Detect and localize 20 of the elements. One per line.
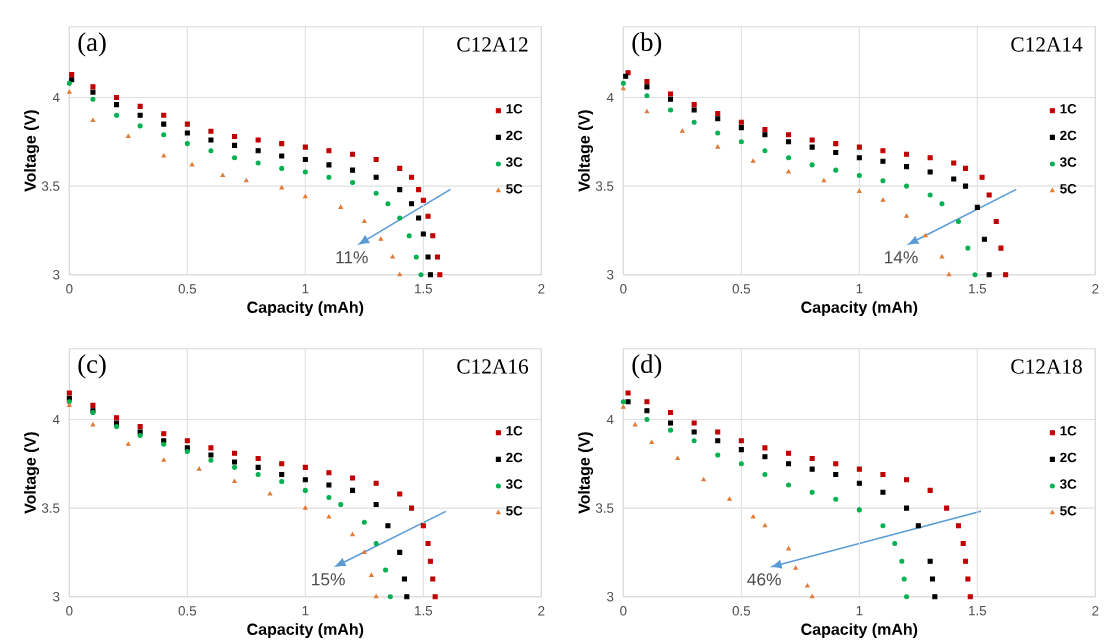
y-axis-title: Voltage (V): [578, 432, 594, 514]
y-axis-title: Voltage (V): [24, 110, 40, 192]
annotation: (c): [78, 354, 106, 379]
annotation: C12A12: [457, 37, 528, 52]
annotation: 11%: [336, 251, 368, 264]
annotation: C12A14: [1011, 37, 1083, 52]
x-axis-title: Capacity (mAh): [801, 623, 918, 639]
y-axis-title: Voltage (V): [24, 432, 40, 514]
x-axis-title: Capacity (mAh): [247, 623, 364, 639]
annotation: (a): [78, 32, 106, 57]
annotation: (d): [632, 354, 662, 379]
annotation: 15%: [312, 573, 345, 586]
annotation: (b): [632, 32, 662, 57]
y-axis-title: Voltage (V): [578, 110, 594, 192]
annotation: 14%: [885, 251, 918, 264]
x-axis-title: Capacity (mAh): [247, 301, 364, 317]
annotation: C12A16: [457, 359, 529, 374]
annotation: C12A18: [1011, 359, 1082, 374]
x-axis-title: Capacity (mAh): [801, 301, 918, 317]
annotation: 46%: [747, 573, 781, 586]
